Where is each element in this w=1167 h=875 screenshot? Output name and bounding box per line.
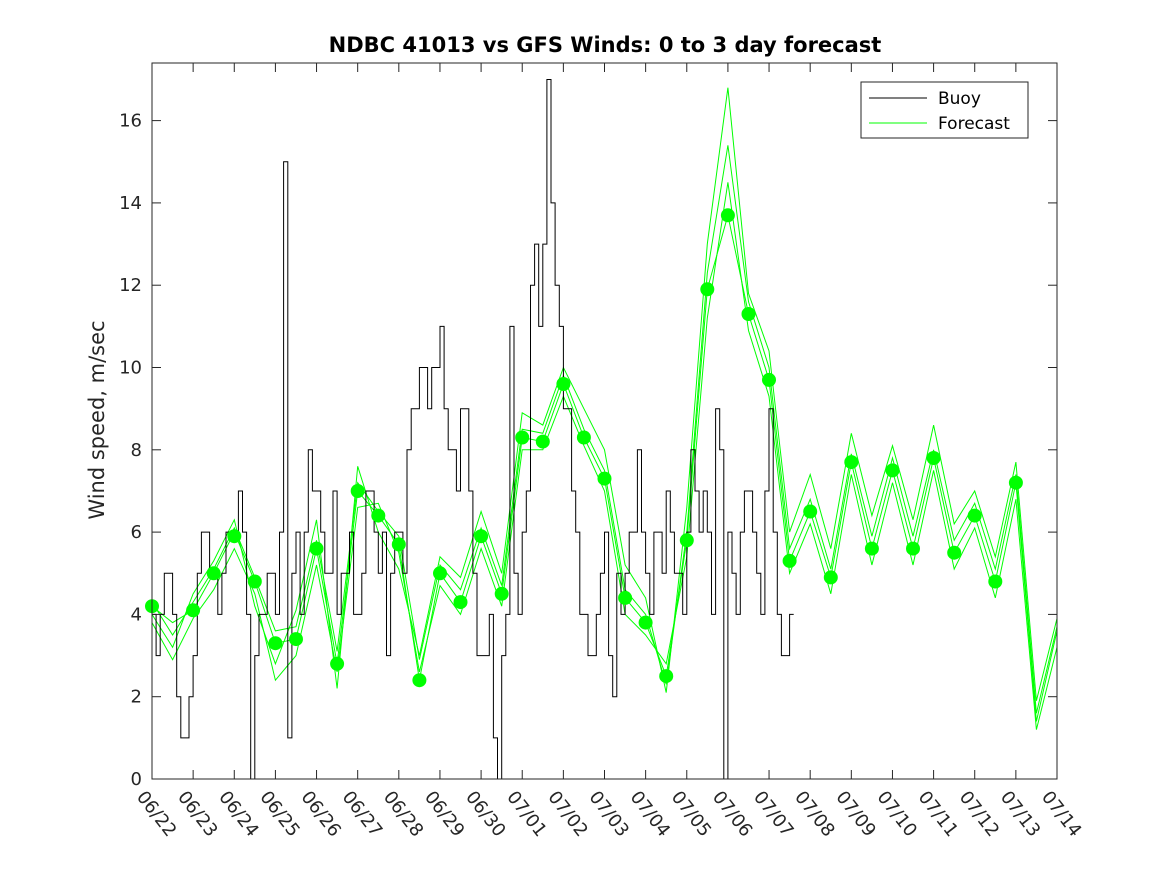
y-tick-label: 12 — [119, 275, 142, 296]
forecast-marker — [186, 603, 201, 618]
y-axis-label: Wind speed, m/sec — [85, 320, 109, 519]
y-tick-label: 4 — [131, 604, 142, 625]
forecast-marker — [782, 553, 797, 568]
legend-box — [860, 81, 1029, 139]
forecast-marker — [638, 615, 653, 630]
legend-buoy-label: Buoy — [938, 89, 981, 109]
y-tick-label: 2 — [131, 687, 142, 708]
forecast-marker — [906, 541, 920, 556]
forecast-marker — [947, 545, 962, 560]
legend-forecast-label: Forecast — [938, 114, 1010, 134]
forecast-marker — [433, 566, 447, 581]
forecast-marker — [700, 282, 715, 297]
forecast-marker — [597, 471, 612, 486]
plot-area — [145, 79, 1058, 780]
forecast-marker — [309, 541, 324, 556]
y-tick-label: 6 — [131, 522, 142, 543]
forecast-marker — [350, 484, 365, 498]
forecast-marker — [371, 508, 386, 523]
forecast-marker — [227, 529, 242, 544]
forecast-marker — [391, 537, 406, 552]
y-tick-label: 0 — [131, 769, 142, 790]
legend: Buoy Forecast — [860, 81, 1029, 139]
forecast-marker — [474, 529, 489, 544]
forecast-marker — [556, 377, 571, 391]
forecast-marker — [720, 208, 735, 223]
chart-title: NDBC 41013 vs GFS Winds: 0 to 3 day fore… — [329, 33, 882, 57]
forecast-marker — [864, 541, 879, 556]
forecast-marker — [515, 430, 530, 445]
y-tick-label: 10 — [119, 358, 142, 379]
buoy-line — [152, 79, 794, 780]
forecast-marker — [926, 451, 941, 465]
forecast-marker — [659, 669, 674, 684]
y-tick-label: 8 — [131, 440, 142, 461]
forecast-marker — [494, 586, 509, 601]
forecast-marker — [412, 673, 427, 688]
forecast-marker — [988, 574, 1003, 589]
forecast-marker — [741, 307, 756, 321]
forecast-marker — [1008, 475, 1023, 490]
forecast-marker — [823, 570, 838, 585]
forecast-marker — [803, 504, 818, 519]
forecast-marker — [453, 595, 468, 610]
forecast-marker — [206, 566, 221, 581]
forecast-marker — [618, 590, 633, 605]
forecast-marker — [268, 636, 283, 651]
forecast-marker — [289, 632, 303, 647]
forecast-marker — [576, 430, 591, 445]
forecast-marker — [535, 434, 550, 449]
forecast-marker — [679, 533, 694, 548]
forecast-marker — [967, 508, 982, 523]
y-tick-label: 14 — [119, 193, 142, 214]
forecast-marker — [885, 463, 900, 478]
forecast-run-line-3 — [151, 182, 1058, 730]
forecast-marker — [844, 455, 859, 470]
forecast-marker — [330, 656, 345, 671]
forecast-marker — [247, 574, 262, 589]
forecast-run-line-4 — [151, 145, 1058, 714]
forecast-marker — [762, 372, 776, 387]
y-tick-label: 16 — [119, 111, 142, 132]
forecast-run-line-2 — [151, 87, 1058, 701]
